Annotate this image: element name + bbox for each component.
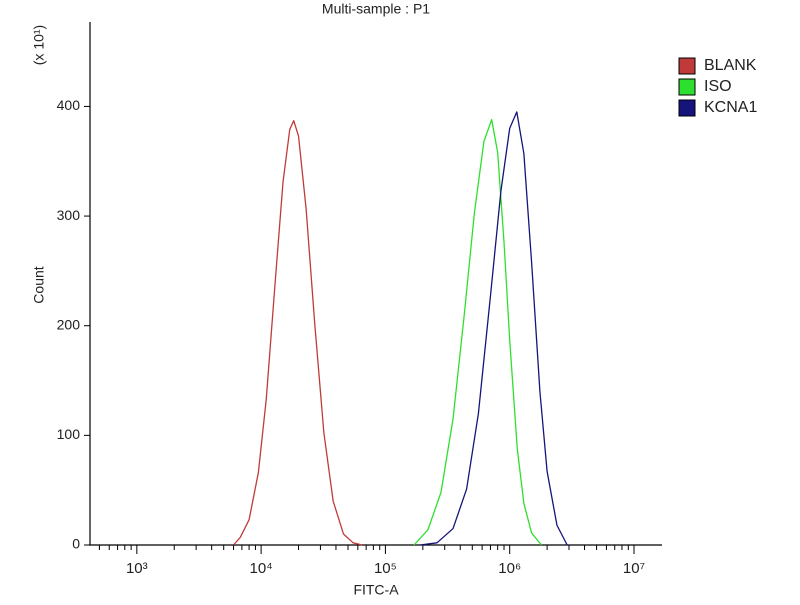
x-tick-label: 10⁴: [250, 560, 273, 577]
x-axis-label: FITC-A: [353, 582, 399, 598]
series-line: [233, 120, 363, 546]
y-tick-label: 0: [72, 536, 80, 552]
y-multiplier: (x 10¹): [31, 25, 47, 65]
legend-swatch: [678, 99, 696, 117]
x-tick-label: 10⁶: [498, 560, 521, 577]
x-tick-label: 10⁵: [374, 560, 397, 577]
y-tick-label: 200: [57, 316, 81, 332]
legend-swatch: [678, 57, 696, 75]
x-tick-label: 10⁷: [623, 560, 645, 577]
y-axis-label: Count: [31, 266, 47, 303]
series-line: [413, 118, 542, 546]
y-tick-label: 100: [57, 426, 81, 442]
legend-swatch: [678, 78, 696, 96]
legend-label: BLANK: [704, 57, 757, 74]
y-tick-label: 400: [57, 97, 81, 113]
series-line: [419, 111, 568, 546]
legend-label: ISO: [704, 78, 732, 95]
y-tick-label: 300: [57, 207, 81, 223]
legend-label: KCNA1: [704, 99, 757, 116]
chart-title: Multi-sample : P1: [322, 1, 430, 17]
x-tick-label: 10³: [126, 560, 148, 577]
